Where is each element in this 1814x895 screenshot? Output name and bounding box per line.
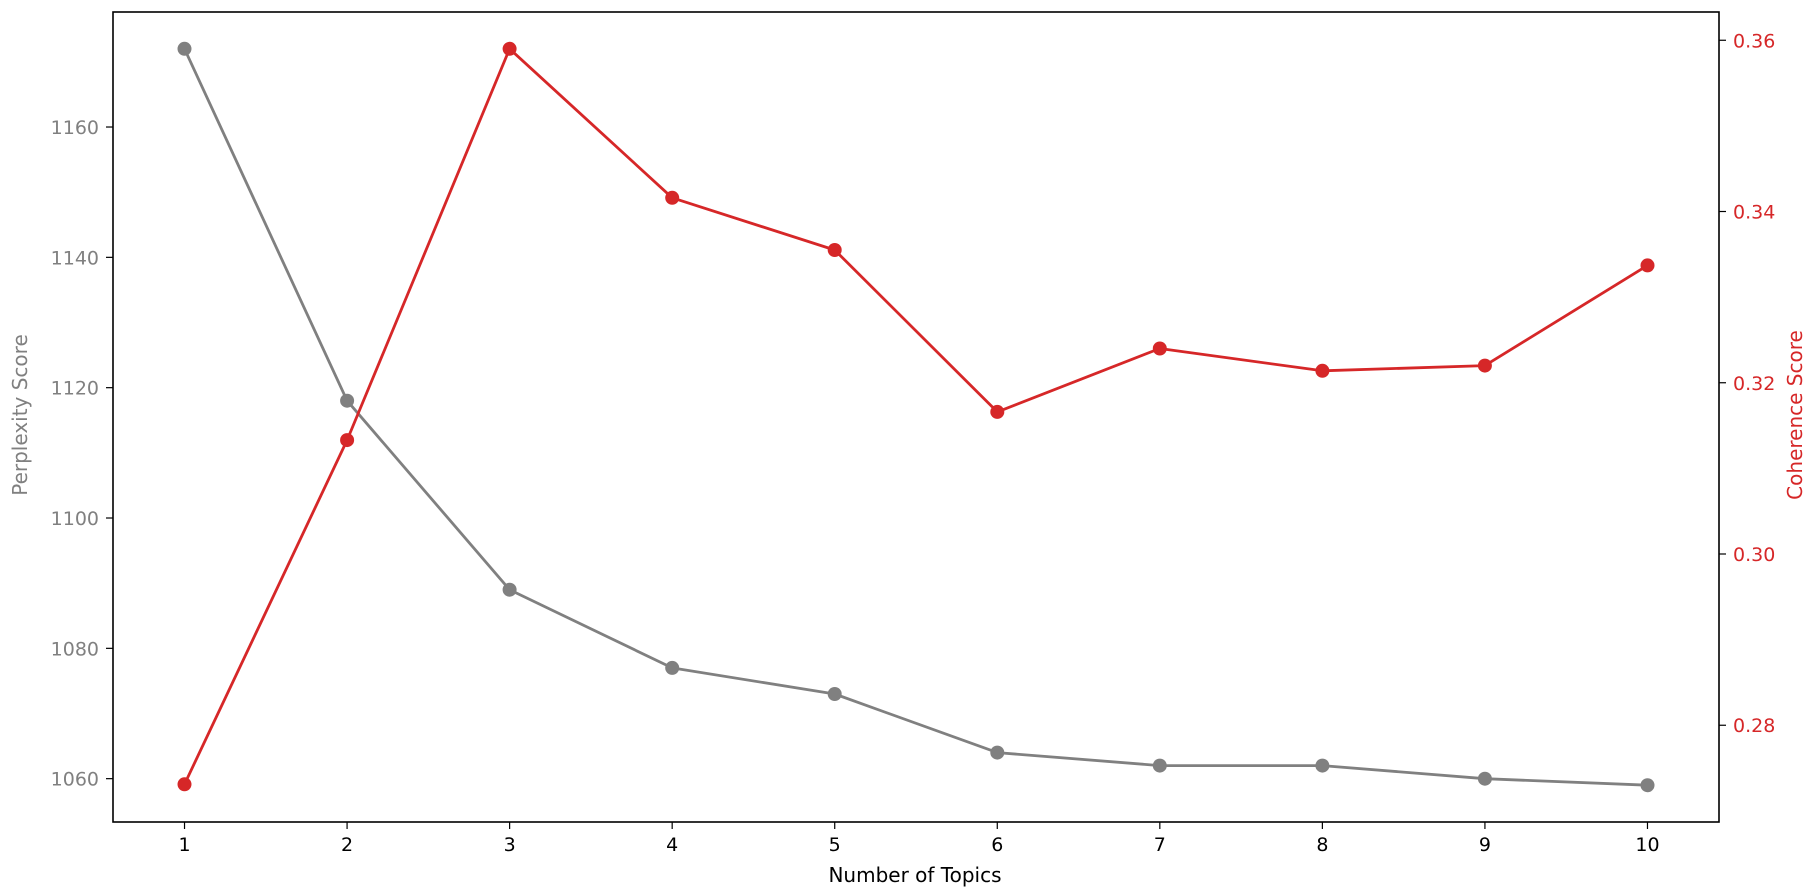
left-y-tick-label: 1080 (51, 638, 99, 660)
left-y-tick-label: 1100 (51, 508, 99, 530)
data-point-right-axis (665, 190, 680, 205)
right-y-tick-label: 0.36 (1733, 30, 1775, 52)
left-y-tick-label: 1140 (51, 247, 99, 269)
data-point-right-axis (990, 404, 1005, 419)
data-point-left-axis (1152, 758, 1167, 773)
x-tick-label: 5 (829, 834, 841, 856)
right-y-tick-label: 0.28 (1733, 715, 1775, 737)
x-tick-label: 8 (1316, 834, 1328, 856)
data-point-right-axis (1477, 358, 1492, 373)
x-tick-label: 9 (1479, 834, 1491, 856)
data-point-right-axis (502, 41, 517, 56)
x-tick-label: 4 (666, 834, 678, 856)
data-point-left-axis (827, 687, 842, 701)
series-line-left-axis (183, 48, 1648, 787)
right-y-axis-title: Coherence Score (1783, 330, 1807, 500)
data-point-left-axis (177, 41, 192, 56)
x-tick-label: 7 (1154, 834, 1166, 856)
right-y-tick-label: 0.34 (1733, 202, 1775, 224)
left-y-axis-title: Perplexity Score (8, 334, 32, 496)
data-point-right-axis (827, 243, 842, 257)
data-point-left-axis (1640, 778, 1655, 793)
data-point-left-axis (502, 582, 517, 597)
x-tick-label: 6 (991, 834, 1003, 856)
left-y-tick-label: 1060 (51, 769, 99, 791)
data-point-left-axis (1315, 758, 1330, 773)
left-y-tick-label: 1160 (51, 117, 99, 139)
data-point-left-axis (340, 393, 355, 408)
data-point-right-axis (177, 777, 192, 792)
data-point-right-axis (1315, 363, 1330, 378)
axes-layer: 1 2 3 4 5 6 7 8 9 10 1060 1080 1100 1120 1140 1160 0.28 0… (51, 11, 1775, 856)
right-y-tick-label: 0.32 (1733, 373, 1775, 395)
data-point-left-axis (1477, 771, 1492, 786)
left-y-tick-label: 1120 (51, 378, 99, 400)
x-tick-label: 10 (1635, 834, 1659, 856)
right-y-tick-label: 0.30 (1733, 544, 1775, 566)
x-tick-label: 3 (504, 834, 516, 856)
series-line-right-axis (183, 47, 1649, 785)
plot-frame (112, 11, 1720, 823)
x-axis-title: Number of Topics (828, 863, 1001, 887)
data-point-left-axis (990, 745, 1005, 760)
x-tick-label: 2 (341, 834, 353, 856)
data-point-right-axis (340, 433, 355, 448)
data-point-left-axis (665, 660, 680, 675)
series-layer (177, 41, 1655, 793)
x-tick-label: 1 (178, 834, 190, 856)
data-point-right-axis (1640, 258, 1655, 273)
data-point-right-axis (1152, 341, 1167, 356)
